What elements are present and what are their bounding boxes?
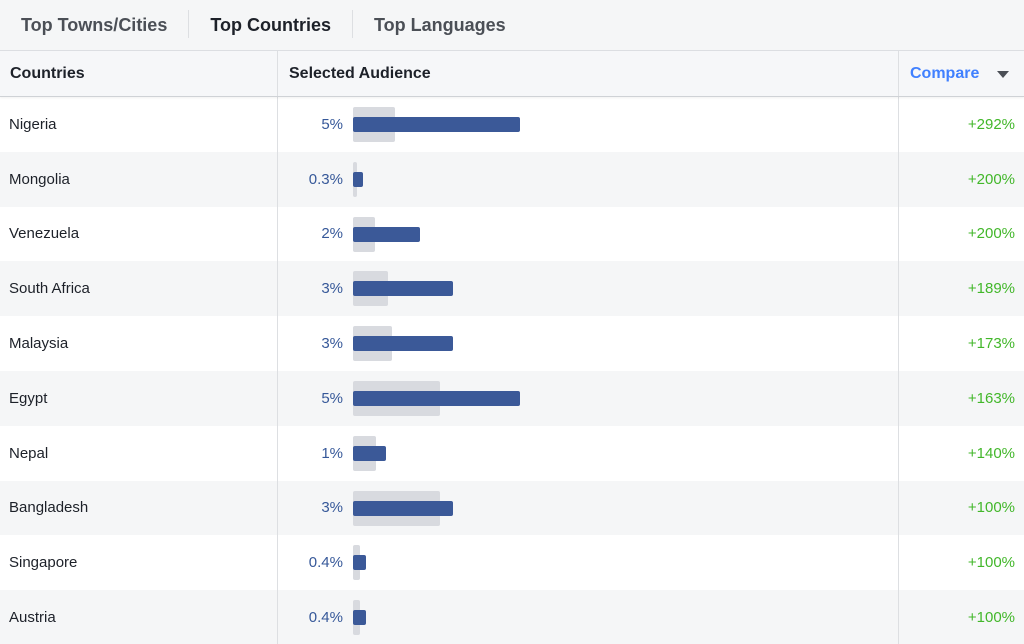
audience-cell: 1%	[278, 425, 899, 481]
compare-value: +173%	[967, 335, 1015, 353]
audience-cell: 5%	[278, 370, 899, 426]
compare-value: +100%	[967, 609, 1015, 627]
audience-bar-track	[353, 152, 853, 207]
table-row: Egypt 5% +163%	[0, 370, 1024, 426]
tab-divider	[352, 10, 353, 38]
audience-bar	[353, 390, 520, 406]
tab-bar: Top Towns/Cities Top Countries Top Langu…	[0, 0, 1024, 51]
audience-cell: 3%	[278, 316, 899, 371]
table-row: Malaysia 3% +173%	[0, 316, 1024, 371]
audience-bar	[353, 281, 453, 297]
audience-bar-track	[353, 590, 853, 644]
compare-value: +189%	[967, 280, 1015, 298]
audience-percent: 0.4%	[308, 609, 343, 627]
audience-cell: 3%	[278, 261, 899, 317]
audience-percent: 3%	[321, 280, 343, 298]
audience-percent: 5%	[321, 115, 343, 133]
compare-value: +140%	[967, 444, 1015, 462]
audience-bar-track	[353, 535, 853, 590]
country-name: South Africa	[0, 261, 278, 317]
compare-value: +200%	[967, 170, 1015, 188]
table-row: Nigeria 5% +292%	[0, 97, 1024, 152]
compare-dropdown[interactable]: Compare	[899, 51, 1024, 96]
audience-percent: 3%	[321, 499, 343, 517]
audience-bar-track	[353, 481, 853, 536]
compare-value: +200%	[967, 225, 1015, 243]
compare-value: +163%	[967, 389, 1015, 407]
audience-percent: 1%	[321, 444, 343, 462]
countries-table-body: Nigeria 5% +292% Mongolia 0.3% +200% Venezuela…	[0, 97, 1024, 644]
country-name: Egypt	[0, 370, 278, 426]
table-row: Mongolia 0.3% +200%	[0, 151, 1024, 207]
compare-value: +100%	[967, 499, 1015, 517]
audience-bar-track	[353, 97, 853, 152]
audience-percent: 2%	[321, 225, 343, 243]
country-name: Mongolia	[0, 151, 278, 207]
compare-value: +100%	[967, 554, 1015, 572]
table-row: Bangladesh 3% +100%	[0, 480, 1024, 536]
audience-bar	[353, 171, 363, 187]
audience-cell: 2%	[278, 206, 899, 262]
tab-top-countries[interactable]: Top Countries	[210, 14, 331, 35]
countries-column-header: Countries	[0, 51, 278, 96]
audience-bar	[353, 336, 453, 352]
audience-bar-track	[353, 426, 853, 481]
table-row: Austria 0.4% +100%	[0, 590, 1024, 644]
table-header: Countries Selected Audience Compare	[0, 51, 1024, 97]
audience-percent: 3%	[321, 335, 343, 353]
audience-bar	[353, 445, 387, 461]
table-row: Singapore 0.4% +100%	[0, 535, 1024, 591]
table-row: South Africa 3% +189%	[0, 261, 1024, 317]
audience-cell: 0.4%	[278, 590, 899, 644]
compare-label: Compare	[910, 64, 980, 82]
audience-percent: 0.4%	[308, 554, 343, 572]
country-name: Nigeria	[0, 97, 278, 152]
audience-bar	[353, 610, 367, 626]
audience-bar	[353, 117, 520, 132]
audience-cell: 0.3%	[278, 151, 899, 207]
chevron-down-icon	[997, 71, 1010, 78]
audience-percent: 5%	[321, 389, 343, 407]
country-name: Bangladesh	[0, 480, 278, 536]
audience-bar	[353, 226, 420, 242]
selected-audience-column-header: Selected Audience	[278, 51, 899, 96]
table-row: Venezuela 2% +200%	[0, 206, 1024, 262]
country-name: Nepal	[0, 425, 278, 481]
audience-bar-track	[353, 371, 853, 426]
audience-percent: 0.3%	[308, 170, 343, 188]
audience-cell: 0.4%	[278, 535, 899, 591]
compare-value: +292%	[967, 115, 1015, 133]
country-name: Venezuela	[0, 206, 278, 262]
audience-cell: 3%	[278, 480, 899, 536]
country-name: Austria	[0, 590, 278, 644]
country-name: Singapore	[0, 535, 278, 591]
country-name: Malaysia	[0, 316, 278, 371]
audience-bar	[353, 500, 453, 516]
audience-bar-track	[353, 261, 853, 316]
table-row: Nepal 1% +140%	[0, 425, 1024, 481]
audience-bar-track	[353, 316, 853, 371]
audience-cell: 5%	[278, 97, 899, 152]
tab-top-towns-cities[interactable]: Top Towns/Cities	[21, 14, 168, 35]
audience-bar	[353, 555, 367, 571]
tab-top-languages[interactable]: Top Languages	[374, 14, 506, 35]
tab-divider	[188, 10, 190, 38]
audience-bar-track	[353, 207, 853, 262]
